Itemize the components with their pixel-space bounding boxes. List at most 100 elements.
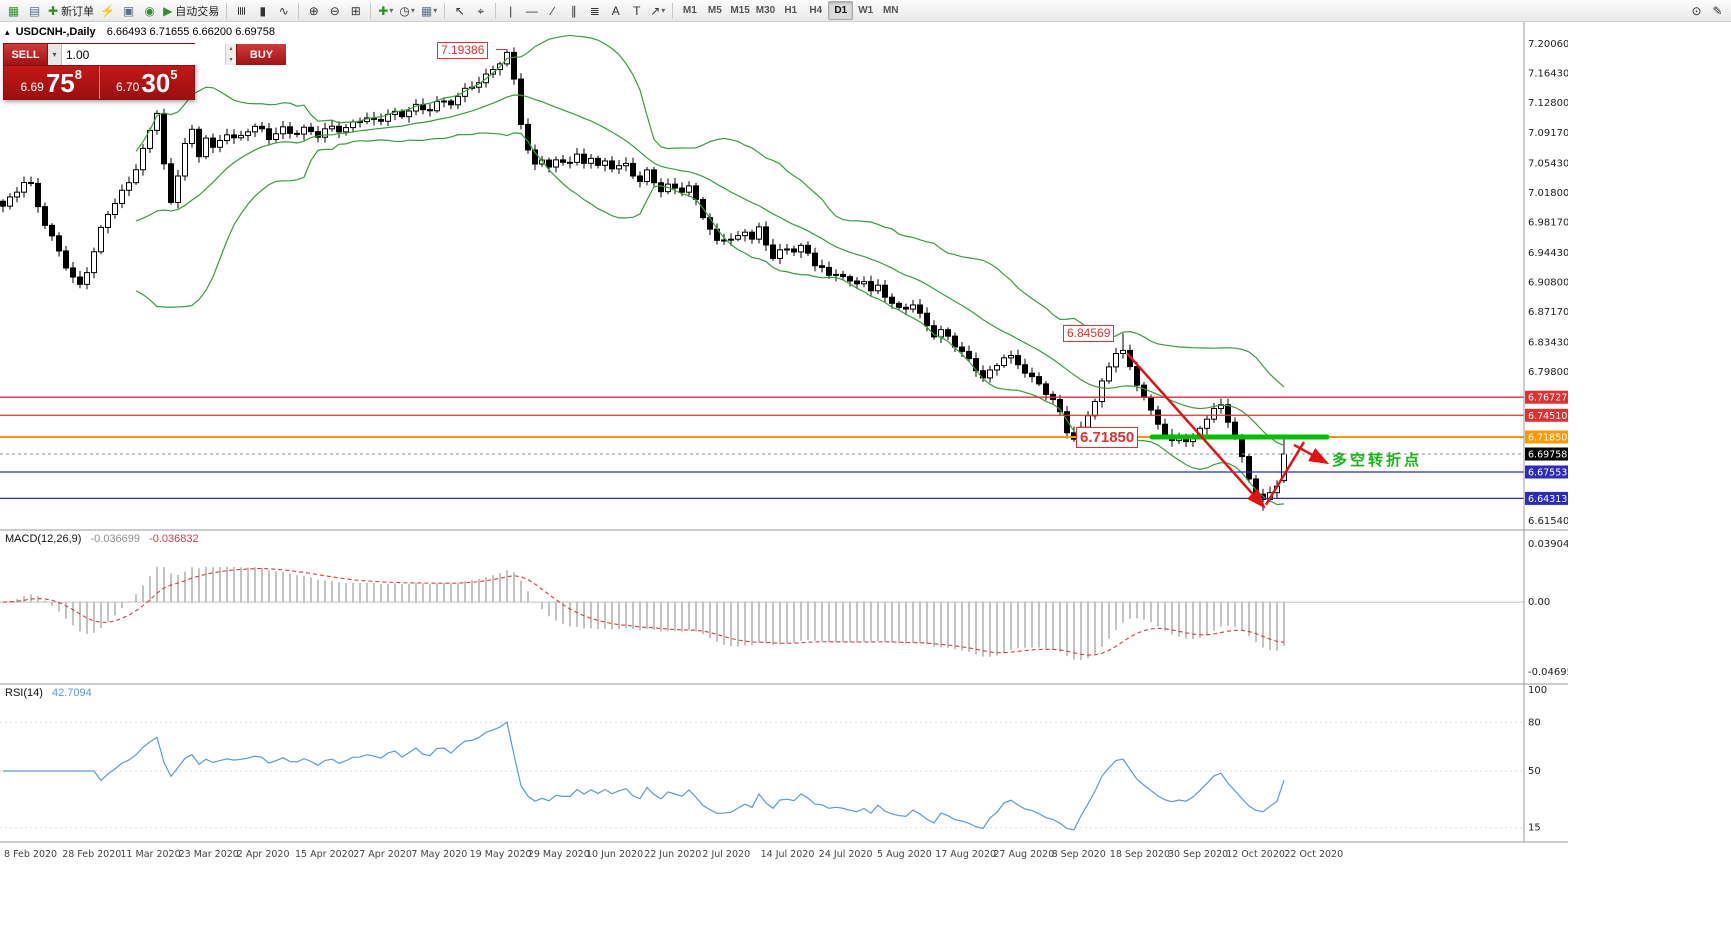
timeframe-m30[interactable]: M30 — [753, 1, 778, 20]
cursor-button[interactable]: ↖ — [449, 1, 470, 20]
periods-button[interactable]: ◷ ▾ — [396, 1, 418, 20]
timeframe-m1[interactable]: M1 — [677, 1, 702, 20]
sell-button[interactable]: SELL — [4, 44, 48, 65]
svg-text:6.61540: 6.61540 — [1528, 516, 1568, 527]
volume-stepper: ▴ ▾ — [225, 44, 236, 65]
svg-text:100: 100 — [1528, 685, 1547, 696]
turning-point-annotation[interactable]: 多空转折点 — [1332, 452, 1423, 469]
play-icon: ▶ — [163, 3, 173, 18]
high-price-label[interactable]: 7.19386 — [437, 42, 489, 59]
autotrading-toggle[interactable]: ▶ 自动交易 — [160, 1, 222, 20]
sell-price-sup: 8 — [74, 67, 82, 82]
horizontal-line-button[interactable]: — — [521, 1, 542, 20]
template-icon: ▦ — [420, 3, 433, 18]
timeframe-m5[interactable]: M5 — [702, 1, 727, 20]
metaeditor-button[interactable]: ⚡ — [97, 1, 118, 20]
autotrading-label: 自动交易 — [175, 5, 220, 18]
support-level-label[interactable]: 6.71850 — [1076, 427, 1139, 448]
macd-main-value: -0.036699 — [90, 533, 141, 545]
breakout-arrow[interactable] — [1293, 443, 1330, 465]
toolbar-separator — [495, 2, 497, 19]
buy-price[interactable]: 6.70 30 5 — [99, 66, 194, 99]
search-button[interactable]: ⊙ — [1686, 1, 1707, 20]
svg-text:30 Sep 2020: 30 Sep 2020 — [1168, 849, 1228, 860]
svg-text:6.90800: 6.90800 — [1528, 278, 1568, 289]
volume-dropdown[interactable]: ▾ — [48, 44, 62, 65]
timeframe-h4[interactable]: H4 — [803, 1, 828, 20]
timeframe-mn[interactable]: MN — [878, 1, 903, 20]
market-button[interactable]: ▣ — [118, 1, 139, 20]
svg-text:6.79800: 6.79800 — [1528, 367, 1568, 378]
svg-text:0.00: 0.00 — [1528, 597, 1550, 608]
macd-signal-value: -0.036832 — [149, 533, 199, 545]
timeframe-m15[interactable]: M15 — [727, 1, 752, 20]
new-order-button[interactable]: ✚ 新订单 — [45, 1, 97, 20]
label-tool-button[interactable]: T — [626, 1, 647, 20]
tile-windows-button[interactable]: ⊞ — [345, 1, 366, 20]
svg-text:7.16430: 7.16430 — [1528, 69, 1568, 80]
volume-down-button[interactable]: ▾ — [226, 54, 236, 65]
volume-input[interactable] — [62, 44, 225, 65]
buy-button[interactable]: BUY — [236, 44, 286, 65]
line-chart-button[interactable]: ∿ — [273, 1, 294, 20]
svg-text:15: 15 — [1528, 823, 1541, 834]
zoom-out-button[interactable]: ⊖ — [324, 1, 345, 20]
indicators-plus-icon: ✚ — [378, 3, 389, 18]
svg-text:0.039044: 0.039044 — [1528, 539, 1568, 550]
svg-text:5 Aug 2020: 5 Aug 2020 — [877, 849, 932, 860]
community-button[interactable]: ◉ — [139, 1, 160, 20]
volume-field: ▴ ▾ — [62, 44, 236, 65]
label-icon: T — [633, 3, 641, 18]
timeframe-d1[interactable]: D1 — [828, 1, 854, 20]
svg-text:27 Aug 2020: 27 Aug 2020 — [993, 849, 1054, 860]
clock-icon: ◷ — [399, 3, 410, 18]
search-icon: ⊙ — [1691, 3, 1702, 18]
price-tag — [1525, 465, 1568, 479]
chevron-down-icon: ▾ — [433, 6, 438, 15]
timeframe-h1[interactable]: H1 — [778, 1, 803, 20]
down-trend-arrow[interactable] — [1126, 352, 1266, 509]
svg-text:10 Jun 2020: 10 Jun 2020 — [586, 849, 643, 860]
indicators-button[interactable]: ✚ ▾ — [375, 1, 396, 20]
macd-panel — [0, 566, 1524, 661]
fibonacci-button[interactable]: ≣ — [584, 1, 605, 20]
chart-window: 7.20060 7.16430 7.12800 7.09170 7.05430 7.018… — [0, 22, 1568, 944]
rsi-value: 42.7094 — [51, 687, 92, 699]
one-click-collapse-icon[interactable]: ▴ — [5, 27, 10, 37]
templates-button[interactable]: ▦ ▾ — [418, 1, 440, 20]
svg-text:2 Jul 2020: 2 Jul 2020 — [702, 849, 750, 860]
svg-text:22 Oct 2020: 22 Oct 2020 — [1284, 849, 1343, 860]
svg-text:6.74510: 6.74510 — [1528, 411, 1567, 422]
swing-high-price-label[interactable]: 6.84569 — [1063, 325, 1115, 342]
candles-chart-icon: ▮ — [259, 3, 267, 18]
svg-text:15 Apr 2020: 15 Apr 2020 — [295, 849, 354, 860]
rebound-line[interactable] — [1264, 441, 1306, 506]
timeframe-w1[interactable]: W1 — [853, 1, 878, 20]
crosshair-button[interactable]: ⌖ — [470, 1, 491, 20]
svg-text:6.67553: 6.67553 — [1528, 467, 1567, 478]
candles-chart-button[interactable]: ▮ — [252, 1, 273, 20]
chart-window-button[interactable]: ▦ — [3, 1, 24, 20]
vertical-line-icon: | — [509, 3, 513, 18]
svg-text:6.64313: 6.64313 — [1528, 494, 1567, 505]
channel-button[interactable]: ∥ — [563, 1, 584, 20]
sell-price[interactable]: 6.69 75 8 — [4, 66, 100, 99]
text-tool-button[interactable]: A — [605, 1, 626, 20]
price-scale[interactable]: 7.20060 7.16430 7.12800 7.09170 7.05430 7.018… — [1525, 39, 1568, 834]
vertical-line-button[interactable]: | — [500, 1, 521, 20]
svg-text:6.94430: 6.94430 — [1528, 248, 1568, 259]
trendline-button[interactable]: ∕ — [542, 1, 563, 20]
chart-canvas[interactable]: 7.20060 7.16430 7.12800 7.09170 7.05430 7.018… — [0, 22, 1568, 944]
bars-chart-button[interactable]: ≣ — [231, 1, 252, 20]
macd-header: MACD(12,26,9) -0.036699 -0.036832 — [5, 533, 199, 545]
edit-button[interactable]: ✎ — [1707, 1, 1728, 20]
volume-up-button[interactable]: ▴ — [226, 44, 236, 55]
profiles-button[interactable]: ▤ — [24, 1, 45, 20]
chevron-down-icon: ▾ — [52, 50, 57, 59]
pencil-icon: ✎ — [1712, 3, 1723, 18]
arrows-tool-button[interactable]: ↗ ▾ — [647, 1, 668, 20]
price-tag — [1525, 408, 1568, 422]
zoom-in-button[interactable]: ⊕ — [303, 1, 324, 20]
